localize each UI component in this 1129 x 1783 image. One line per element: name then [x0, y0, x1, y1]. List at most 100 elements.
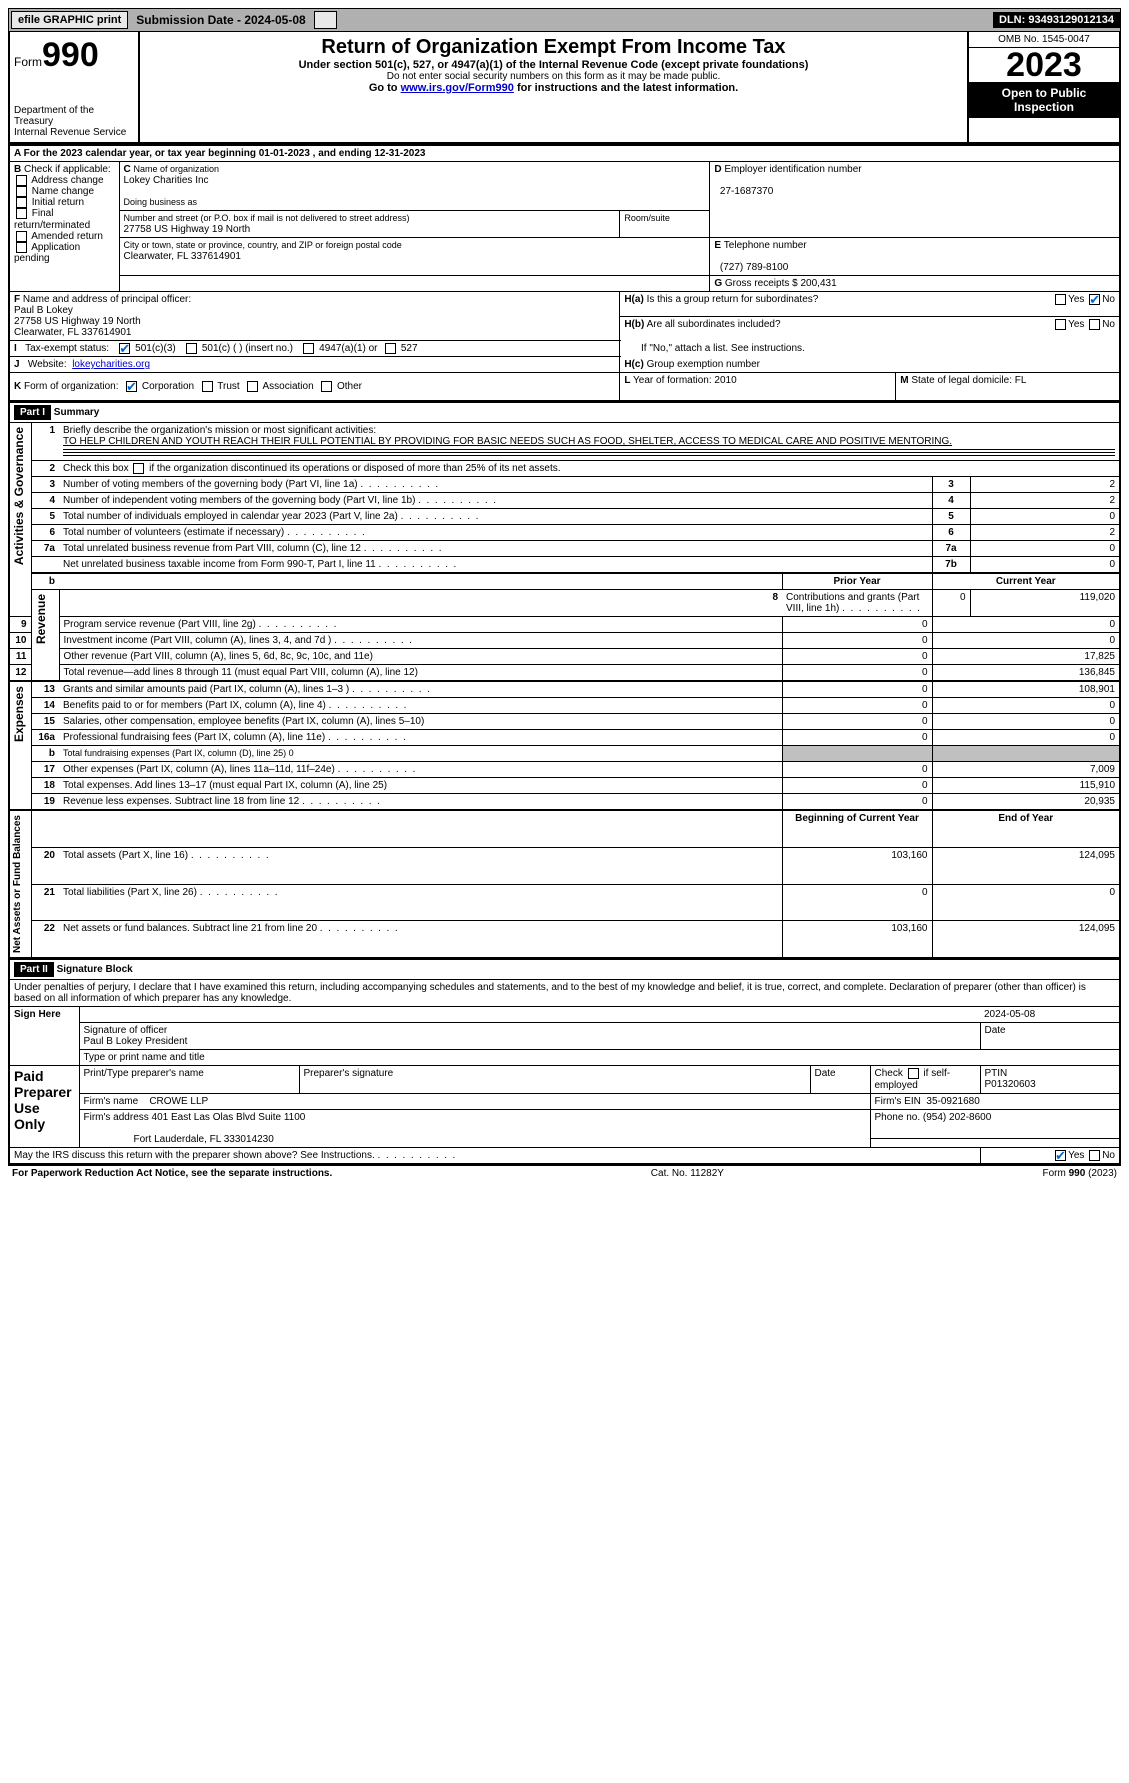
sign-here-label: Sign Here [9, 1007, 79, 1066]
chk-self-employed[interactable] [908, 1068, 919, 1079]
chk-assoc[interactable] [247, 381, 258, 392]
row7a-text: Total unrelated business revenue from Pa… [63, 543, 442, 554]
row6-box: 6 [932, 525, 970, 541]
b-opt-4: Amended return [31, 231, 103, 242]
row7b-n [31, 557, 59, 574]
chk-name-change[interactable] [16, 186, 27, 197]
exp15-py: 0 [782, 714, 932, 730]
chk-corp[interactable] [126, 381, 137, 392]
row4-val: 2 [970, 493, 1120, 509]
i-o2: 501(c) ( ) (insert no.) [202, 343, 293, 354]
chk-501c3[interactable] [119, 343, 130, 354]
part2-title: Signature Block [57, 964, 133, 975]
chk-hb-no[interactable] [1089, 319, 1100, 330]
exp16a-py: 0 [782, 730, 932, 746]
row3-text: Number of voting members of the governin… [63, 479, 438, 490]
chk-4947[interactable] [303, 343, 314, 354]
line-a-period: For the 2023 calendar year, or tax year … [24, 148, 426, 159]
chk-trust[interactable] [202, 381, 213, 392]
i-o1: 501(c)(3) [135, 343, 176, 354]
type-name-label: Type or print name and title [79, 1050, 1120, 1066]
chk-amended[interactable] [16, 231, 27, 242]
exp19-t: Revenue less expenses. Subtract line 18 … [63, 796, 380, 807]
chk-501c[interactable] [186, 343, 197, 354]
na21-t: Total liabilities (Part X, line 26) [63, 887, 278, 898]
rev10-n: 10 [9, 633, 31, 649]
firm-phone: (954) 202-8600 [923, 1112, 991, 1123]
form-label: Form [14, 55, 42, 69]
dln: DLN: 93493129012134 [993, 12, 1120, 28]
chk-discontinued[interactable] [133, 463, 144, 474]
exp17-cy: 7,009 [932, 762, 1120, 778]
phone-label: Phone no. [875, 1112, 921, 1123]
f-officer-label: Name and address of principal officer: [23, 294, 191, 305]
exp14-t: Benefits paid to or for members (Part IX… [63, 700, 406, 711]
chk-address-change[interactable] [16, 175, 27, 186]
rev12-n: 12 [9, 665, 31, 682]
chk-discuss-yes[interactable] [1055, 1150, 1066, 1161]
chk-ha-yes[interactable] [1055, 294, 1066, 305]
entity-info-table: A For the 2023 calendar year, or tax yea… [8, 144, 1121, 402]
rev8-cy: 119,020 [970, 590, 1120, 617]
exp14-cy: 0 [932, 698, 1120, 714]
irs-link[interactable]: www.irs.gov/Form990 [401, 82, 514, 94]
row4-box: 4 [932, 493, 970, 509]
chk-app-pending[interactable] [16, 242, 27, 253]
exp18-py: 0 [782, 778, 932, 794]
exp17-py: 0 [782, 762, 932, 778]
g-gross-label: Gross receipts $ [725, 278, 798, 289]
row5-text: Total number of individuals employed in … [63, 511, 478, 522]
na21-py: 0 [782, 884, 932, 920]
exp19-cy: 20,935 [932, 794, 1120, 811]
firm-addr: 401 East Las Olas Blvd Suite 1100 [152, 1112, 306, 1123]
exp17-n: 17 [31, 762, 59, 778]
rev12-cy: 136,845 [932, 665, 1120, 682]
row7b-text: Net unrelated business taxable income fr… [63, 559, 456, 570]
chk-discuss-no[interactable] [1089, 1150, 1100, 1161]
row5-val: 0 [970, 509, 1120, 525]
efile-print-button[interactable]: efile GRAPHIC print [11, 11, 128, 29]
form-header: Form990 Department of the Treasury Inter… [8, 32, 1121, 144]
row3-val: 2 [970, 477, 1120, 493]
row3-box: 3 [932, 477, 970, 493]
rev9-n: 9 [9, 617, 31, 633]
form-title: Return of Organization Exempt From Incom… [144, 36, 963, 59]
no-3: No [1102, 1150, 1115, 1161]
ssn-warning: Do not enter social security numbers on … [144, 71, 963, 82]
chk-final-return[interactable] [16, 208, 27, 219]
rev11-cy: 17,825 [932, 649, 1120, 665]
form-subtitle: Under section 501(c), 527, or 4947(a)(1)… [144, 59, 963, 71]
i-o3: 4947(a)(1) or [319, 343, 377, 354]
na21-cy: 0 [932, 884, 1120, 920]
chk-other[interactable] [321, 381, 332, 392]
row7a-box: 7a [932, 541, 970, 557]
exp16a-n: 16a [31, 730, 59, 746]
chk-ha-no[interactable] [1089, 294, 1100, 305]
exp16b-py [782, 746, 932, 762]
chk-527[interactable] [385, 343, 396, 354]
chk-hb-yes[interactable] [1055, 319, 1066, 330]
chk-initial-return[interactable] [16, 197, 27, 208]
part1-title: Summary [54, 407, 100, 418]
bcy-hdr: Beginning of Current Year [782, 810, 932, 848]
firm-name-label: Firm's name [84, 1096, 139, 1107]
exp15-t: Salaries, other compensation, employee b… [63, 716, 424, 727]
ha-label: Is this a group return for subordinates? [647, 294, 819, 305]
irs-label: Internal Revenue Service [14, 127, 134, 138]
side-activities: Activities & Governance [10, 423, 28, 569]
na22-t: Net assets or fund balances. Subtract li… [63, 923, 398, 934]
no-1: No [1102, 294, 1115, 305]
perjury-declaration: Under penalties of perjury, I declare th… [9, 980, 1120, 1007]
na22-py: 103,160 [782, 921, 932, 959]
rev11-py: 0 [782, 649, 932, 665]
exp13-n: 13 [31, 681, 59, 698]
exp18-n: 18 [31, 778, 59, 794]
public-inspection: Open to Public Inspection [969, 82, 1119, 118]
blank-button[interactable] [314, 11, 337, 29]
part1-header: Part I [14, 405, 51, 420]
form-ref: Form [1043, 1168, 1069, 1179]
cat-no: Cat. No. 11282Y [651, 1168, 724, 1179]
website-link[interactable]: lokeycharities.org [72, 359, 150, 370]
goto-prefix: Go to [369, 82, 401, 94]
gross-receipts: 200,431 [800, 278, 836, 289]
